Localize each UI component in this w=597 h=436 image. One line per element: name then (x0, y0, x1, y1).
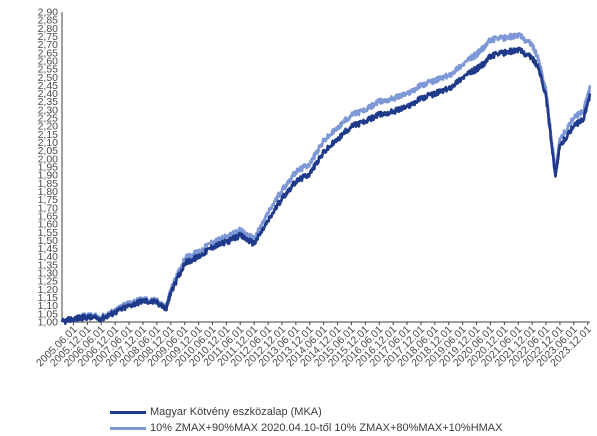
legend-swatch-1 (110, 410, 146, 414)
legend-swatch-2 (110, 426, 146, 430)
legend: Magyar Kötvény eszközalap (MKA) 10% ZMAX… (110, 404, 502, 436)
y-tick-label: 2,60 (38, 55, 59, 67)
y-tick-label: 1,15 (38, 292, 59, 304)
legend-item-2: 10% ZMAX+90%MAX 2020.04.10-től 10% ZMAX+… (110, 420, 502, 436)
legend-label-2: 10% ZMAX+90%MAX 2020.04.10-től 10% ZMAX+… (150, 422, 503, 434)
y-tick-label: 2,70 (38, 39, 59, 51)
y-tick-label: 1,95 (38, 162, 59, 174)
y-tick-label: 1,70 (38, 202, 59, 214)
series-line-1 (60, 46, 592, 325)
y-tick-label: 1,90 (38, 170, 59, 182)
series-line-2 (60, 31, 592, 325)
y-tick-label: 1,75 (38, 194, 59, 206)
y-tick-label: 2,55 (38, 64, 59, 76)
y-tick-label: 2,90 (38, 7, 59, 19)
y-tick-label: 1,00 (38, 317, 59, 329)
y-tick-label: 1,10 (38, 300, 59, 312)
y-tick-label: 1,25 (38, 276, 59, 288)
y-tick-label: 2,45 (38, 80, 59, 92)
y-tick-label: 1,55 (38, 227, 59, 239)
y-tick-label: 1,65 (38, 210, 59, 222)
y-tick-label: 2,00 (38, 153, 59, 165)
y-tick-label: 2,85 (38, 15, 59, 27)
y-tick-label: 1,30 (38, 268, 59, 280)
y-tick-label: 2,35 (38, 96, 59, 108)
y-tick-label: 1,80 (38, 186, 59, 198)
legend-label-1: Magyar Kötvény eszközalap (MKA) (150, 406, 322, 418)
series-layer (60, 31, 592, 325)
y-tick-label: 2,10 (38, 137, 59, 149)
y-tick-label: 1,60 (38, 219, 59, 231)
y-tick-label: 1,85 (38, 178, 59, 190)
y-tick-label: 1,40 (38, 251, 59, 263)
x-axis: 2005.06.012005.12.012006.06.012006.12.01… (34, 321, 594, 369)
y-tick-label: 1,35 (38, 259, 59, 271)
y-tick-label: 2,25 (38, 113, 59, 125)
y-tick-label: 2,05 (38, 145, 59, 157)
y-tick-label: 2,20 (38, 121, 59, 133)
y-tick-label: 2,15 (38, 129, 59, 141)
y-tick-label: 2,65 (38, 47, 59, 59)
y-tick-label: 1,45 (38, 243, 59, 255)
y-tick-label: 1,50 (38, 235, 59, 247)
y-tick-label: 1,05 (38, 308, 59, 320)
y-tick-label: 2,75 (38, 31, 59, 43)
y-tick-label: 2,50 (38, 72, 59, 84)
y-tick-label: 1,20 (38, 284, 59, 296)
y-tick-label: 2,30 (38, 104, 59, 116)
legend-item-1: Magyar Kötvény eszközalap (MKA) (110, 404, 502, 420)
y-tick-label: 2,80 (38, 23, 59, 35)
y-axis: 1,001,051,101,151,201,251,301,351,401,45… (38, 7, 63, 329)
y-tick-label: 2,40 (38, 88, 59, 100)
